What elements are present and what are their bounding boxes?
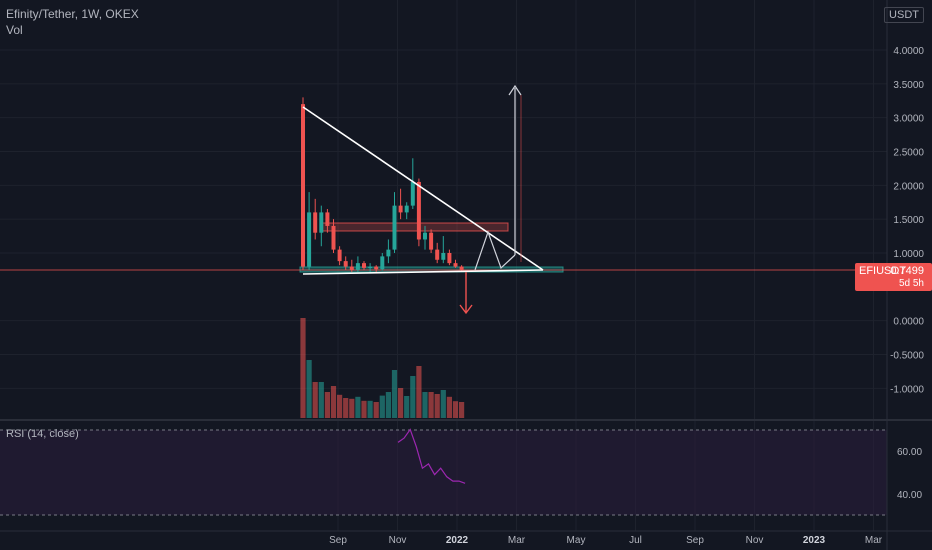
y-tick-label: 3.0000 bbox=[893, 114, 924, 125]
volume-bar bbox=[385, 392, 391, 418]
y-tick-label: 0.0000 bbox=[893, 317, 924, 328]
target-arrow-head bbox=[508, 84, 522, 96]
candle-body bbox=[368, 266, 373, 269]
candle-body bbox=[374, 266, 379, 270]
volume-bar bbox=[367, 400, 373, 418]
candle-body bbox=[337, 249, 342, 262]
candle-body bbox=[307, 212, 312, 267]
volume-bar bbox=[398, 388, 404, 418]
volume-bar bbox=[434, 394, 440, 418]
rsi-tick-60: 60.00 bbox=[897, 447, 922, 458]
rsi-axis: 60.00 40.00 bbox=[897, 447, 922, 501]
volume-bar bbox=[440, 390, 446, 418]
overlay-drawings bbox=[302, 84, 544, 315]
candle-body bbox=[362, 263, 366, 268]
volume-bar bbox=[379, 395, 385, 418]
currency-selector[interactable]: USDT bbox=[884, 7, 924, 23]
volume-bar bbox=[349, 398, 355, 418]
currency-label: USDT bbox=[889, 9, 919, 21]
candle-body bbox=[441, 253, 446, 260]
price-tag-symbol: EFIUSDT bbox=[859, 265, 907, 277]
candle-body bbox=[319, 212, 324, 233]
x-tick-label: Nov bbox=[746, 535, 764, 546]
volume-bar bbox=[361, 400, 367, 418]
volume-bar bbox=[343, 398, 349, 418]
y-tick-label: 1.0000 bbox=[893, 249, 924, 260]
candle-body bbox=[453, 263, 458, 267]
volume-bar bbox=[459, 402, 465, 418]
x-tick-label: Sep bbox=[329, 535, 347, 546]
y-tick-label: 2.5000 bbox=[893, 148, 924, 159]
candle-body bbox=[404, 205, 409, 213]
volume-bar bbox=[391, 370, 398, 418]
x-tick-label: 2023 bbox=[803, 535, 826, 546]
candle-body bbox=[313, 212, 318, 233]
chart-title: Efinity/Tether, 1W, OKEX bbox=[6, 7, 139, 21]
volume-label: Vol bbox=[6, 23, 23, 37]
candle-body bbox=[429, 232, 434, 250]
x-tick-label: Nov bbox=[389, 535, 407, 546]
candle-body bbox=[398, 205, 403, 213]
candle-body bbox=[325, 212, 330, 226]
y-tick-label: 3.5000 bbox=[893, 80, 924, 91]
candles bbox=[301, 97, 464, 272]
projection-path[interactable] bbox=[474, 230, 516, 271]
volume-bar bbox=[324, 392, 330, 418]
candle-body bbox=[423, 232, 427, 240]
candle-body bbox=[386, 249, 391, 257]
volume-bar bbox=[318, 382, 324, 418]
volume-bars bbox=[300, 318, 465, 418]
volume-bar bbox=[355, 396, 361, 418]
price-axis: 4.0000 3.5000 3.0000 2.5000 2.0000 1.5000 1.00… bbox=[890, 46, 924, 395]
rsi-tick-40: 40.00 bbox=[897, 490, 922, 501]
candle-body bbox=[355, 263, 360, 270]
y-tick-label: -0.5000 bbox=[890, 351, 924, 362]
candle-body bbox=[380, 256, 385, 270]
time-axis: Sep Nov 2022 Mar May Jul Sep Nov 2023 Mar bbox=[329, 535, 883, 546]
x-tick-label: Sep bbox=[686, 535, 704, 546]
candle-body bbox=[331, 225, 336, 250]
price-tag-value: 0.7499 bbox=[890, 265, 924, 277]
candle-body bbox=[301, 104, 305, 267]
volume-bar bbox=[312, 382, 318, 418]
y-tick-label: 2.0000 bbox=[893, 181, 924, 192]
volume-bar bbox=[337, 394, 343, 418]
x-tick-label: May bbox=[567, 535, 586, 546]
down-arrow-head bbox=[459, 304, 473, 315]
rsi-line bbox=[397, 428, 466, 484]
x-tick-label: Jul bbox=[629, 535, 642, 546]
candle-body bbox=[435, 249, 440, 260]
volume-bar bbox=[404, 396, 410, 418]
volume-bar bbox=[446, 396, 452, 418]
candle-body bbox=[410, 181, 415, 206]
volume-bar bbox=[373, 402, 379, 418]
candle-body bbox=[349, 266, 354, 270]
volume-bar bbox=[452, 401, 459, 418]
rsi-label[interactable]: RSI (14, close) bbox=[6, 428, 79, 440]
candle-body bbox=[416, 181, 421, 240]
volume-bar bbox=[416, 366, 422, 418]
base-trendline[interactable] bbox=[302, 269, 544, 275]
descending-trendline[interactable] bbox=[302, 106, 544, 271]
y-tick-label: 1.5000 bbox=[893, 215, 924, 226]
volume-bar bbox=[428, 392, 434, 418]
volume-bar bbox=[330, 386, 337, 418]
candle-body bbox=[459, 266, 464, 270]
y-tick-label: 4.0000 bbox=[893, 46, 924, 57]
candle-body bbox=[447, 253, 452, 264]
x-tick-label: 2022 bbox=[446, 535, 469, 546]
candle-body bbox=[343, 261, 348, 267]
last-price-tag: EFIUSDT 0.7499 5d 5h bbox=[855, 263, 932, 291]
price-tag-countdown: 5d 5h bbox=[898, 278, 924, 289]
candle-body bbox=[392, 205, 397, 250]
y-tick-label: -1.0000 bbox=[890, 384, 924, 395]
volume-bar bbox=[306, 360, 312, 418]
volume-bar bbox=[300, 318, 306, 418]
volume-bar bbox=[422, 392, 428, 418]
x-tick-label: Mar bbox=[865, 535, 883, 546]
volume-bar bbox=[410, 376, 416, 418]
x-tick-label: Mar bbox=[508, 535, 526, 546]
